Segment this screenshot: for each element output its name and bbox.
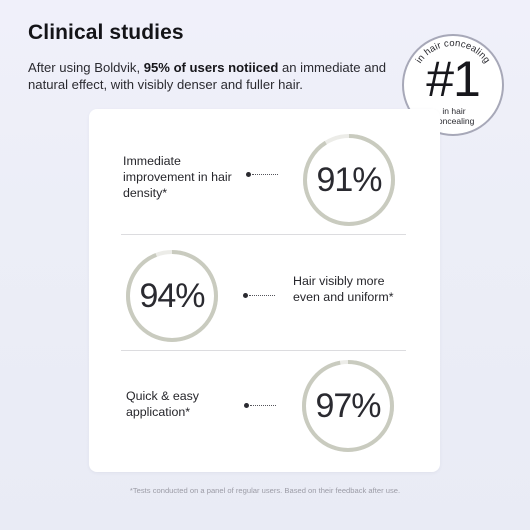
studies-card: Immediate improvement in hair density* 9… <box>89 109 440 472</box>
percent-ring-application: 97% <box>300 358 396 454</box>
connector-line <box>249 295 275 296</box>
connector-dot <box>244 403 249 408</box>
percent-value-application: 97% <box>315 387 381 425</box>
connector-uniform <box>243 293 275 298</box>
badge-number: #1 <box>426 51 481 107</box>
divider <box>121 234 406 235</box>
connector-dot <box>243 293 248 298</box>
study-label-application: Quick & easy application* <box>126 389 199 419</box>
intro-text-tail: an immediate and natural effect, with vi… <box>28 60 387 92</box>
ring-progress-density <box>303 134 395 226</box>
percent-value-density: 91% <box>316 161 382 199</box>
study-label-density: Immediate improvement in hair density* <box>123 154 232 200</box>
percent-value-uniform: 94% <box>139 277 205 315</box>
study-label-uniform: Hair visibly more even and uniform* <box>293 274 394 304</box>
intro-highlight: 95% of users notiiced <box>143 60 279 75</box>
footnote: *Tests conducted on a panel of regular u… <box>129 486 401 495</box>
ring-graphic <box>302 360 394 452</box>
divider <box>121 350 406 351</box>
connector-density <box>246 172 278 177</box>
page-title: Clinical studies <box>28 21 184 44</box>
intro-text-lead: After using Boldvik, <box>28 60 144 75</box>
percent-ring-uniform: 94% <box>124 248 220 344</box>
connector-dot <box>246 172 251 177</box>
ring-graphic <box>126 250 218 342</box>
ring-progress-uniform <box>126 250 218 342</box>
ring-progress-application <box>302 360 394 452</box>
badge-subtext: in hair concealing <box>433 106 475 126</box>
intro-text: After using Boldvik, 95% of users notiic… <box>28 59 388 93</box>
connector-line <box>252 174 278 175</box>
connector-application <box>244 403 276 408</box>
percent-ring-density: 91% <box>301 132 397 228</box>
connector-line <box>250 405 276 406</box>
ring-graphic <box>303 134 395 226</box>
